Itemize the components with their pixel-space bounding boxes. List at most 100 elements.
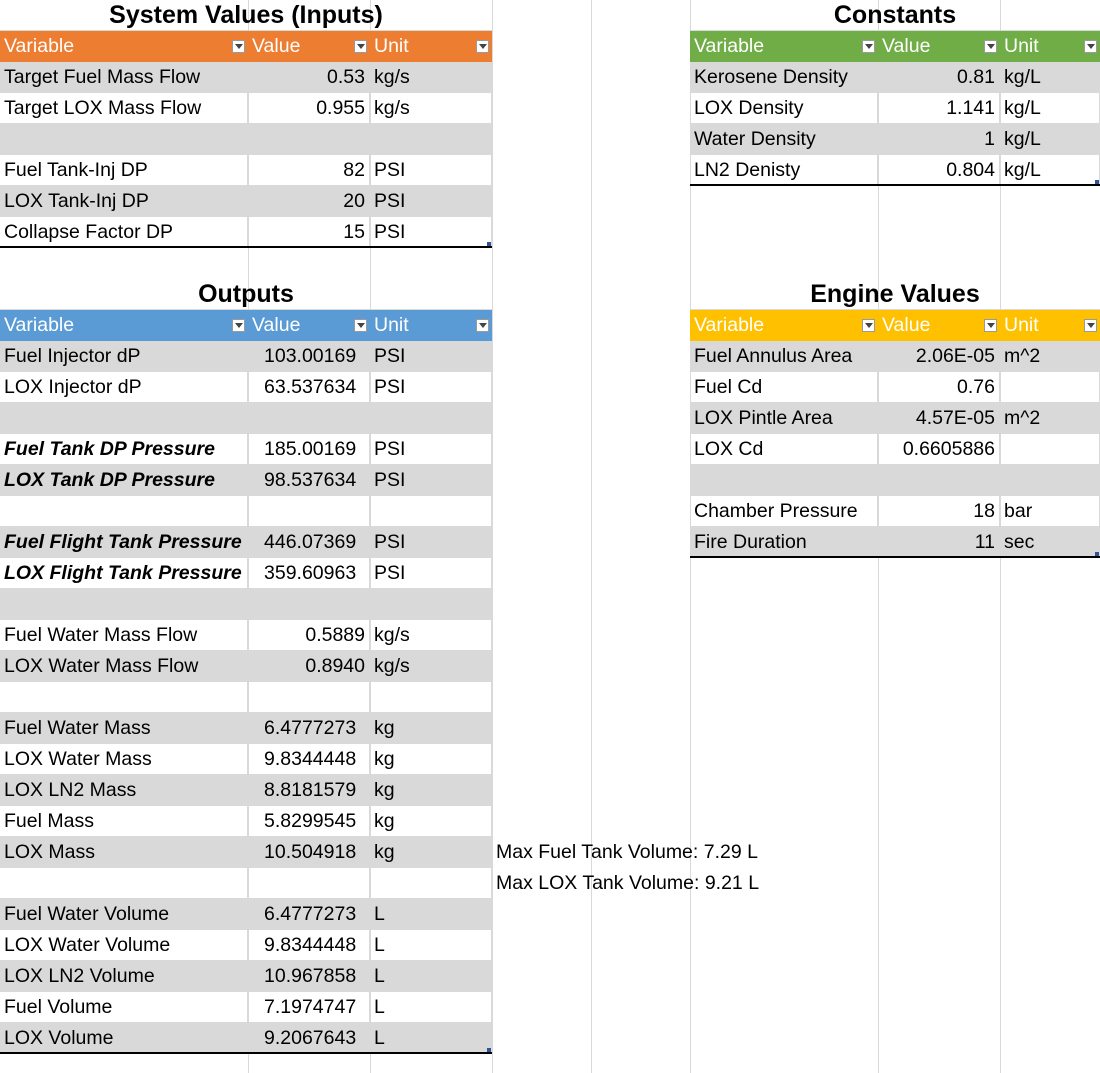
engine-value-cell[interactable]: 2.06E-05: [878, 341, 1000, 372]
outputs-variable-cell[interactable]: LOX Flight Tank Pressure: [0, 558, 248, 589]
outputs-variable-cell[interactable]: LOX Tank DP Pressure: [0, 465, 248, 496]
outputs-value-cell[interactable]: [248, 496, 370, 527]
inputs-unit-cell[interactable]: kg/s: [370, 93, 492, 124]
outputs-variable-cell[interactable]: [0, 682, 248, 713]
engine-unit-cell[interactable]: [1000, 465, 1100, 496]
constants-header-value[interactable]: Value: [882, 35, 931, 57]
inputs-value-cell[interactable]: 15: [248, 217, 370, 248]
outputs-variable-cell[interactable]: Fuel Tank DP Pressure: [0, 434, 248, 465]
inputs-header-value[interactable]: Value: [252, 35, 301, 57]
outputs-unit-cell[interactable]: PSI: [370, 434, 492, 465]
inputs-header-unit[interactable]: Unit: [374, 35, 409, 57]
inputs-value-cell[interactable]: 82: [248, 155, 370, 186]
outputs-value-cell[interactable]: 6.4777273: [248, 713, 370, 744]
inputs-value-cell[interactable]: 20: [248, 186, 370, 217]
constants-value-cell[interactable]: 0.804: [878, 155, 1000, 186]
filter-dropdown-icon[interactable]: [354, 40, 367, 53]
outputs-variable-cell[interactable]: Fuel Injector dP: [0, 341, 248, 372]
inputs-value-cell[interactable]: 0.53: [248, 62, 370, 93]
filter-dropdown-icon[interactable]: [232, 40, 245, 53]
outputs-variable-cell[interactable]: LOX Mass: [0, 837, 248, 868]
outputs-variable-cell[interactable]: LOX Water Mass Flow: [0, 651, 248, 682]
outputs-value-cell[interactable]: 446.07369: [248, 527, 370, 558]
outputs-variable-cell[interactable]: Fuel Mass: [0, 806, 248, 837]
outputs-variable-cell[interactable]: [0, 496, 248, 527]
constants-value-cell[interactable]: 1.141: [878, 93, 1000, 124]
inputs-unit-cell[interactable]: PSI: [370, 155, 492, 186]
engine-value-cell[interactable]: 11: [878, 527, 1000, 558]
outputs-value-cell[interactable]: 9.8344448: [248, 744, 370, 775]
inputs-variable-cell[interactable]: Target LOX Mass Flow: [0, 93, 248, 124]
outputs-unit-cell[interactable]: PSI: [370, 465, 492, 496]
engine-unit-cell[interactable]: m^2: [1000, 403, 1100, 434]
outputs-value-cell[interactable]: [248, 403, 370, 434]
outputs-unit-cell[interactable]: PSI: [370, 558, 492, 589]
outputs-unit-cell[interactable]: L: [370, 899, 492, 930]
constants-header-variable[interactable]: Variable: [694, 35, 765, 57]
outputs-unit-cell[interactable]: [370, 682, 492, 713]
outputs-unit-cell[interactable]: PSI: [370, 341, 492, 372]
inputs-value-cell[interactable]: [248, 124, 370, 155]
engine-header-variable[interactable]: Variable: [694, 314, 765, 336]
engine-unit-cell[interactable]: bar: [1000, 496, 1100, 527]
engine-header-unit[interactable]: Unit: [1004, 314, 1039, 336]
outputs-variable-cell[interactable]: [0, 403, 248, 434]
filter-dropdown-icon[interactable]: [476, 40, 489, 53]
engine-unit-cell[interactable]: sec: [1000, 527, 1100, 558]
outputs-value-cell[interactable]: 103.00169: [248, 341, 370, 372]
outputs-value-cell[interactable]: 0.5889: [248, 620, 370, 651]
engine-variable-cell[interactable]: Fuel Annulus Area: [690, 341, 878, 372]
engine-variable-cell[interactable]: [690, 465, 878, 496]
inputs-variable-cell[interactable]: Fuel Tank-Inj DP: [0, 155, 248, 186]
engine-variable-cell[interactable]: LOX Cd: [690, 434, 878, 465]
engine-header-value[interactable]: Value: [882, 314, 931, 336]
outputs-value-cell[interactable]: 8.8181579: [248, 775, 370, 806]
outputs-value-cell[interactable]: [248, 868, 370, 899]
inputs-unit-cell[interactable]: [370, 124, 492, 155]
outputs-unit-cell[interactable]: kg: [370, 806, 492, 837]
engine-variable-cell[interactable]: Fuel Cd: [690, 372, 878, 403]
outputs-variable-cell[interactable]: Fuel Water Volume: [0, 899, 248, 930]
outputs-variable-cell[interactable]: LOX LN2 Mass: [0, 775, 248, 806]
outputs-value-cell[interactable]: [248, 682, 370, 713]
filter-dropdown-icon[interactable]: [1084, 40, 1097, 53]
filter-dropdown-icon[interactable]: [1084, 319, 1097, 332]
inputs-variable-cell[interactable]: [0, 124, 248, 155]
filter-dropdown-icon[interactable]: [354, 319, 367, 332]
inputs-value-cell[interactable]: 0.955: [248, 93, 370, 124]
constants-value-cell[interactable]: 1: [878, 124, 1000, 155]
constants-value-cell[interactable]: 0.81: [878, 62, 1000, 93]
outputs-value-cell[interactable]: 0.8940: [248, 651, 370, 682]
engine-value-cell[interactable]: 0.6605886: [878, 434, 1000, 465]
outputs-unit-cell[interactable]: L: [370, 1023, 492, 1054]
outputs-value-cell[interactable]: 63.537634: [248, 372, 370, 403]
constants-unit-cell[interactable]: kg/L: [1000, 93, 1100, 124]
outputs-value-cell[interactable]: 6.4777273: [248, 899, 370, 930]
engine-unit-cell[interactable]: m^2: [1000, 341, 1100, 372]
outputs-unit-cell[interactable]: L: [370, 961, 492, 992]
outputs-variable-cell[interactable]: Fuel Water Mass: [0, 713, 248, 744]
outputs-variable-cell[interactable]: LOX Volume: [0, 1023, 248, 1054]
constants-unit-cell[interactable]: kg/L: [1000, 155, 1100, 186]
outputs-value-cell[interactable]: [248, 589, 370, 620]
outputs-value-cell[interactable]: 9.8344448: [248, 930, 370, 961]
outputs-variable-cell[interactable]: Fuel Water Mass Flow: [0, 620, 248, 651]
filter-dropdown-icon[interactable]: [232, 319, 245, 332]
outputs-unit-cell[interactable]: kg: [370, 837, 492, 868]
outputs-header-value[interactable]: Value: [252, 314, 301, 336]
filter-dropdown-icon[interactable]: [476, 319, 489, 332]
outputs-unit-cell[interactable]: [370, 868, 492, 899]
filter-dropdown-icon[interactable]: [984, 40, 997, 53]
outputs-variable-cell[interactable]: [0, 589, 248, 620]
outputs-header-variable[interactable]: Variable: [4, 314, 75, 336]
outputs-unit-cell[interactable]: PSI: [370, 372, 492, 403]
constants-variable-cell[interactable]: LOX Density: [690, 93, 878, 124]
outputs-header-unit[interactable]: Unit: [374, 314, 409, 336]
outputs-unit-cell[interactable]: L: [370, 992, 492, 1023]
outputs-unit-cell[interactable]: [370, 589, 492, 620]
filter-dropdown-icon[interactable]: [862, 319, 875, 332]
engine-unit-cell[interactable]: [1000, 434, 1100, 465]
outputs-unit-cell[interactable]: [370, 496, 492, 527]
inputs-variable-cell[interactable]: LOX Tank-Inj DP: [0, 186, 248, 217]
